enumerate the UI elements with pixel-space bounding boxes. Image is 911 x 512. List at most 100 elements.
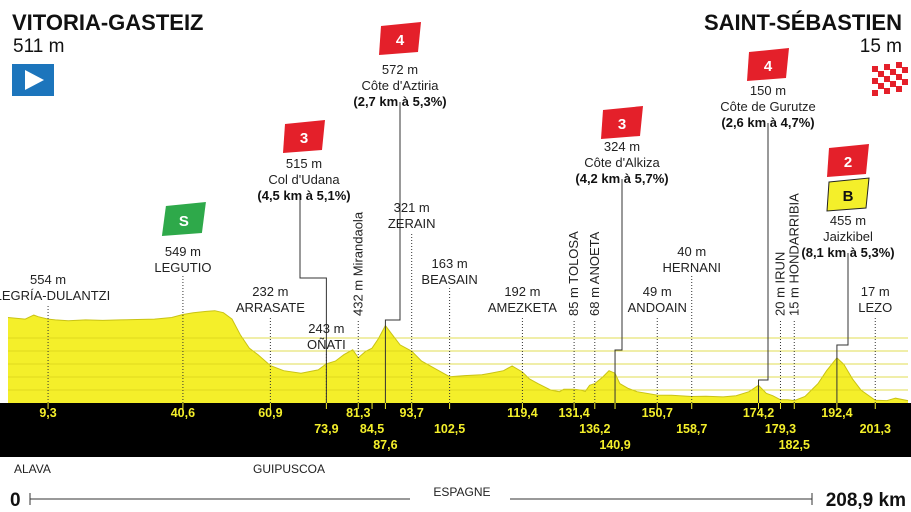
place-name: LEZO — [858, 300, 892, 315]
place-name: ZERAIN — [388, 216, 436, 231]
finish-flag-cell — [872, 72, 878, 78]
km-marker-label: 192,4 — [821, 406, 852, 420]
vertical-place-label: 20 m IRUN — [772, 252, 787, 316]
finish-flag-cell — [896, 62, 902, 68]
place-name: ALEGRÍA-DULANTZI — [0, 288, 110, 303]
km-marker-label: 140,9 — [599, 438, 630, 452]
finish-flag-cell — [884, 76, 890, 82]
finish-flag-cell — [890, 87, 896, 93]
distance-band — [0, 403, 911, 457]
vertical-place-label: 432 m Mirandaola — [350, 211, 365, 316]
km-marker-label: 40,6 — [171, 406, 195, 420]
km-marker-label: 182,5 — [779, 438, 810, 452]
place-altitude: 163 m — [432, 256, 468, 271]
place-altitude: 49 m — [643, 284, 672, 299]
climb-category-badge: 4 — [379, 22, 421, 55]
vertical-place-label: 85 m TOLOSA — [566, 231, 581, 316]
finish-flag-cell — [896, 80, 902, 86]
climb-detail: (4,2 km à 5,7%) — [575, 171, 668, 186]
region-guipuscoa: GUIPUSCOA — [253, 462, 325, 476]
x-end-label: 208,9 km — [826, 490, 906, 511]
place-name: HERNANI — [662, 260, 721, 275]
km-marker-label: 119,4 — [507, 406, 538, 420]
km-marker-label: 136,2 — [579, 422, 610, 436]
climb-category-label: 2 — [844, 154, 852, 171]
km-marker-label: 73,9 — [314, 422, 338, 436]
finish-flag-cell — [884, 88, 890, 94]
climb-detail: (2,6 km à 4,7%) — [721, 115, 814, 130]
km-marker-label: 201,3 — [860, 422, 891, 436]
climb-name: Col d'Udana — [268, 172, 340, 187]
region-alava: ALAVA — [14, 462, 51, 476]
km-marker-label: 60,9 — [258, 406, 282, 420]
sprint-badge-label: S — [179, 213, 189, 230]
start-flag-icon — [12, 64, 54, 96]
climb-name: Côte d'Aztiria — [362, 78, 440, 93]
finish-flag-icon — [872, 61, 908, 96]
finish-flag-cell — [872, 84, 878, 90]
finish-flag-cell — [902, 85, 908, 91]
place-name: ANDOAIN — [628, 300, 687, 315]
finish-flag-cell — [902, 73, 908, 79]
km-marker-label: 174,2 — [743, 406, 774, 420]
finish-flag-cell — [902, 61, 908, 67]
climb-detail: (4,5 km à 5,1%) — [257, 188, 350, 203]
finish-flag-cell — [872, 78, 878, 84]
km-marker-label: 9,3 — [39, 406, 56, 420]
place-altitude: 554 m — [30, 272, 66, 287]
finish-flag-cell — [890, 81, 896, 87]
finish-flag-cell — [884, 70, 890, 76]
finish-flag-cell — [878, 71, 884, 77]
bonus-badge: B — [826, 177, 870, 212]
finish-flag-cell — [890, 63, 896, 69]
sprint-badge-icon: S — [161, 202, 206, 236]
climb-category-label: 4 — [396, 32, 405, 49]
finish-flag-cell — [896, 68, 902, 74]
finish-flag-cell — [884, 64, 890, 70]
climb-detail: (8,1 km à 5,3%) — [801, 245, 894, 260]
km-marker-label: 93,7 — [400, 406, 424, 420]
finish-flag-cell — [878, 77, 884, 83]
place-altitude: 232 m — [252, 284, 288, 299]
place-altitude: 40 m — [677, 244, 706, 259]
km-marker-label: 81,3 — [346, 406, 370, 420]
place-name: BEASAIN — [421, 272, 477, 287]
place-altitude: 17 m — [861, 284, 890, 299]
climb-altitude: 455 m — [830, 213, 866, 228]
bonus-badge-label: B — [843, 188, 854, 205]
x-start-label: 0 — [10, 490, 21, 511]
climb-category-badge: 4 — [747, 48, 789, 81]
finish-flag-cell — [878, 83, 884, 89]
climb-name: Côte d'Alkiza — [584, 155, 660, 170]
km-marker-label: 84,5 — [360, 422, 384, 436]
place-altitude: 321 m — [394, 200, 430, 215]
sprint-name: LEGUTIO — [154, 260, 211, 275]
elevation-profile-line — [7, 310, 909, 402]
climb-category-badge: 3 — [283, 120, 325, 153]
finish-flag-cell — [878, 65, 884, 71]
climb-name: Côte de Gurutze — [720, 99, 815, 114]
finish-flag-cell — [890, 75, 896, 81]
finish-flag-cell — [902, 79, 908, 85]
climb-leader-line — [614, 179, 623, 403]
climb-name: Jaizkibel — [823, 229, 873, 244]
finish-flag-cell — [872, 66, 878, 72]
climb-detail: (2,7 km à 5,3%) — [353, 94, 446, 109]
place-name: AMEZKETA — [488, 300, 557, 315]
start-altitude: 511 m — [13, 36, 64, 57]
climb-category-label: 4 — [764, 58, 773, 75]
climb-category-badge: 2 — [827, 144, 869, 177]
climb-altitude: 572 m — [382, 62, 418, 77]
place-altitude: 243 m — [308, 321, 344, 336]
elevation-profile-area — [8, 310, 908, 403]
place-name: ARRASATE — [236, 300, 305, 315]
finish-altitude: 15 m — [860, 36, 902, 57]
finish-flag-cell — [872, 90, 878, 96]
km-marker-label: 87,6 — [373, 438, 397, 452]
climb-category-label: 3 — [300, 130, 308, 147]
km-marker-label: 179,3 — [765, 422, 796, 436]
climb-leader-line — [758, 123, 769, 403]
finish-town-name: SAINT-SÉBASTIEN — [704, 10, 902, 35]
